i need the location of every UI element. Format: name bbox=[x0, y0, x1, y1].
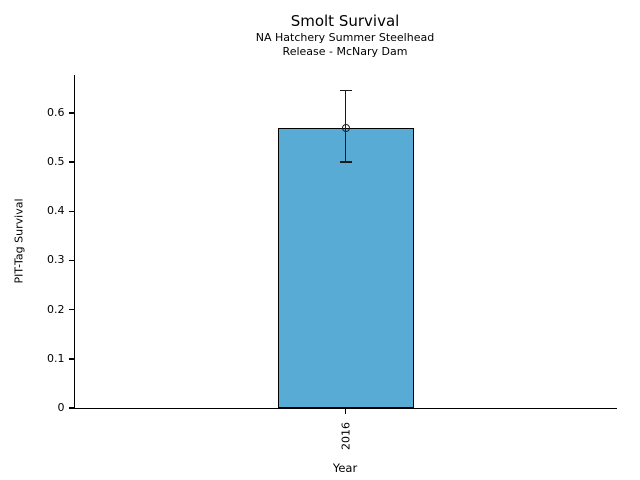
y-tick-label: 0.2 bbox=[47, 302, 65, 316]
y-tick-mark bbox=[68, 161, 74, 163]
y-tick-mark bbox=[68, 112, 74, 114]
y-axis-spine bbox=[73, 75, 75, 408]
y-tick-label: 0.6 bbox=[47, 105, 65, 119]
y-tick-mark bbox=[68, 259, 74, 262]
y-tick-label: 0.3 bbox=[47, 253, 65, 267]
y-tick-label: 0.4 bbox=[47, 204, 65, 218]
bar bbox=[277, 127, 414, 408]
error-bar-cap-bottom bbox=[339, 161, 352, 163]
chart-title: Smolt Survival bbox=[290, 12, 400, 30]
y-tick-mark bbox=[68, 407, 74, 409]
point-marker bbox=[341, 123, 350, 132]
x-tick-label: 2016 bbox=[339, 422, 352, 450]
error-bar-cap-top bbox=[339, 89, 352, 92]
y-tick-label: 0 bbox=[57, 401, 65, 414]
chart-subtitle-line2: Release - McNary Dam bbox=[282, 45, 408, 58]
y-tick-mark bbox=[68, 358, 74, 360]
y-tick-mark bbox=[68, 210, 74, 212]
y-tick-label: 0.1 bbox=[47, 351, 65, 365]
y-tick-mark bbox=[68, 308, 74, 311]
chart-subtitle-line1: NA Hatchery Summer Steelhead bbox=[255, 31, 435, 44]
y-tick-label: 0.5 bbox=[47, 155, 65, 169]
x-tick-mark bbox=[344, 408, 347, 414]
x-axis-label: Year bbox=[332, 461, 358, 475]
